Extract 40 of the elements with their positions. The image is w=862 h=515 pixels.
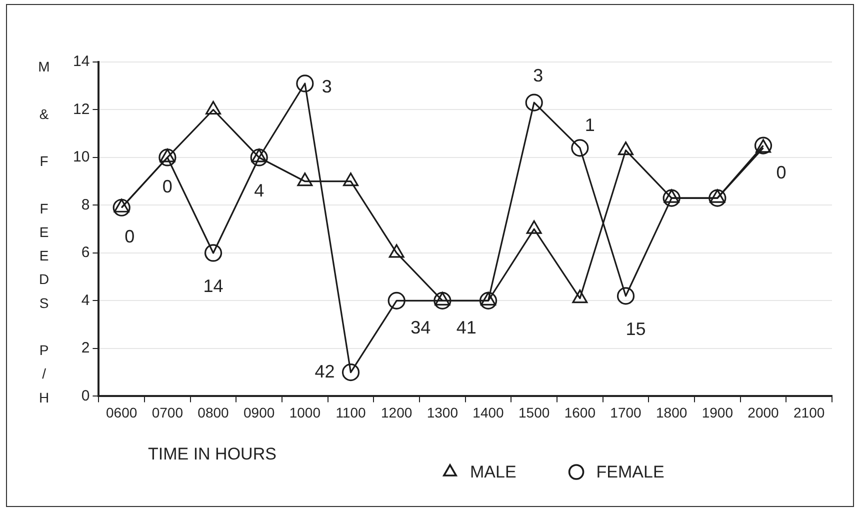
x-tick-label: 2000 xyxy=(748,404,780,420)
y-tick-label: 8 xyxy=(81,196,90,214)
x-tick-label: 1000 xyxy=(289,404,321,420)
x-axis-title: TIME IN HOURS xyxy=(148,444,276,464)
annotation: 0 xyxy=(776,162,786,183)
annotation: 41 xyxy=(456,318,476,338)
y-tick-label: 12 xyxy=(72,100,90,118)
x-tick-label: 0900 xyxy=(244,404,275,420)
x-tick-label: 1300 xyxy=(426,404,458,420)
annotation: 3 xyxy=(533,66,544,86)
annotation: 0 xyxy=(162,176,172,196)
annotation: 3 xyxy=(322,76,332,96)
annotation: 34 xyxy=(410,318,431,338)
y-tick-label: 6 xyxy=(81,244,90,262)
annotation: 4 xyxy=(254,180,264,200)
x-tick-label: 0600 xyxy=(106,404,138,420)
x-tick-label: 1600 xyxy=(564,404,596,420)
x-tick-label: 1700 xyxy=(610,404,642,420)
x-tick-label: 1800 xyxy=(656,404,688,420)
legend-label: FEMALE xyxy=(596,462,664,482)
annotation: 42 xyxy=(314,361,335,382)
x-tick-label: 1200 xyxy=(381,404,412,420)
x-tick-label: 1900 xyxy=(702,404,734,420)
x-tick-label: 2100 xyxy=(794,404,825,420)
y-tick-label: 10 xyxy=(72,148,90,166)
annotation: 1 xyxy=(584,114,595,135)
annotation: 14 xyxy=(203,276,224,296)
y-tick-label: 0 xyxy=(81,387,90,404)
x-tick-label: 0800 xyxy=(198,404,230,420)
x-tick-label: 1100 xyxy=(336,404,366,420)
x-tick-label: 1400 xyxy=(472,404,504,420)
y-tick-label: 14 xyxy=(72,53,90,70)
x-tick-label: 0700 xyxy=(152,404,184,420)
y-tick-label: 2 xyxy=(81,340,90,357)
annotation: 0 xyxy=(124,226,135,247)
text: M & F FEEDS P/H xyxy=(38,58,50,406)
y-tick-label: 4 xyxy=(81,292,90,309)
x-tick-label: 1500 xyxy=(518,404,550,420)
legend-label: MALE xyxy=(470,462,516,482)
annotation: 15 xyxy=(626,318,646,339)
